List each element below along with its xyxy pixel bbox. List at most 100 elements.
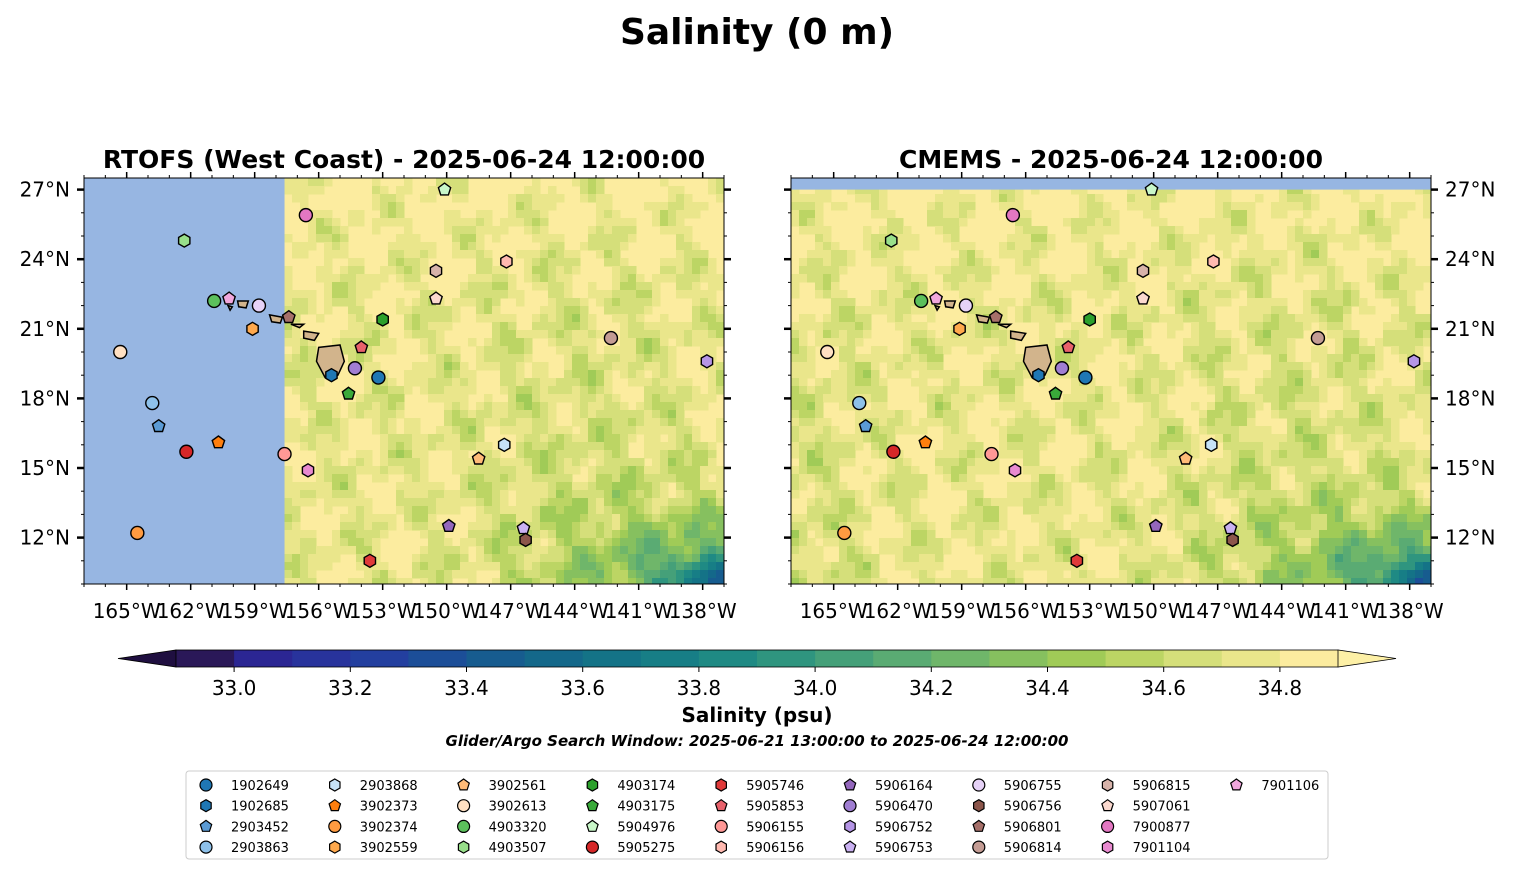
field-cell [1335,410,1344,419]
field-cell [708,442,717,451]
field-cell [935,450,944,459]
field-cell [500,322,509,331]
field-cell [1071,186,1080,195]
field-cell [1303,482,1312,491]
field-cell [1087,250,1096,259]
field-cell [1175,250,1184,259]
field-cell [548,282,557,291]
field-cell [620,354,629,363]
field-cell [548,426,557,435]
field-cell [412,362,421,371]
field-cell [1423,394,1431,403]
field-cell [484,282,493,291]
field-cell [823,378,832,387]
field-cell [508,410,517,419]
field-cell [308,346,317,355]
field-cell [428,554,437,563]
field-cell [1311,434,1320,443]
field-cell [556,234,565,243]
field-cell [1095,338,1104,347]
field-cell [1063,218,1072,227]
field-cell [1031,418,1040,427]
field-cell [428,322,437,331]
field-cell [1103,474,1112,483]
field-cell [1279,298,1288,307]
field-cell [1207,386,1216,395]
field-cell [887,314,896,323]
field-cell [652,538,661,547]
field-cell [935,338,944,347]
field-cell [1199,482,1208,491]
field-cell [1095,410,1104,419]
field-cell [284,498,293,507]
field-cell [1359,210,1368,219]
field-cell [1375,434,1384,443]
field-cell [983,258,992,267]
field-cell [1007,490,1016,499]
field-cell [572,482,581,491]
field-cell [284,330,293,339]
field-cell [572,362,581,371]
field-cell [508,194,517,203]
field-cell [556,386,565,395]
field-cell [492,530,501,539]
field-cell [1399,402,1408,411]
field-cell [1415,362,1424,371]
field-cell [903,354,912,363]
field-cell [1207,314,1216,323]
field-cell [975,322,984,331]
field-cell [548,434,557,443]
field-cell [468,490,477,499]
field-cell [791,442,800,451]
field-cell [1007,338,1016,347]
field-cell [1103,210,1112,219]
field-cell [1407,386,1416,395]
field-cell [959,282,968,291]
field-cell [1247,226,1256,235]
field-cell [636,490,645,499]
field-cell [476,274,485,283]
field-cell [815,186,824,195]
field-cell [540,434,549,443]
field-cell [1423,418,1431,427]
field-cell [684,266,693,275]
field-cell [524,394,533,403]
field-cell [388,570,397,579]
field-cell [839,490,848,499]
field-cell [652,282,661,291]
field-cell [596,482,605,491]
y-tick-label: 24°N [20,247,70,271]
field-cell [660,410,669,419]
field-cell [308,378,317,387]
field-cell [588,538,597,547]
field-cell [1047,234,1056,243]
field-cell [951,186,960,195]
field-cell [436,338,445,347]
field-cell [911,466,920,475]
field-cell [340,298,349,307]
field-cell [1335,314,1344,323]
field-cell [919,338,928,347]
platform-marker-1902685 [325,367,338,383]
field-cell [1311,242,1320,251]
field-cell [1039,330,1048,339]
field-cell [308,546,317,555]
field-cell [516,378,525,387]
field-cell [596,202,605,211]
field-cell [871,362,880,371]
field-cell [879,490,888,499]
field-cell [612,426,621,435]
field-cell [612,418,621,427]
field-cell [1127,186,1136,195]
field-cell [508,394,517,403]
field-cell [1327,266,1336,275]
field-cell [1231,450,1240,459]
field-cell [420,498,429,507]
field-cell [420,266,429,275]
field-cell [364,370,373,379]
field-cell [428,250,437,259]
field-cell [468,522,477,531]
field-cell [887,434,896,443]
field-cell [548,570,557,579]
cmems-panel: CMEMS - 2025-06-24 12:00:00 165°W162°W15… [784,145,1495,623]
